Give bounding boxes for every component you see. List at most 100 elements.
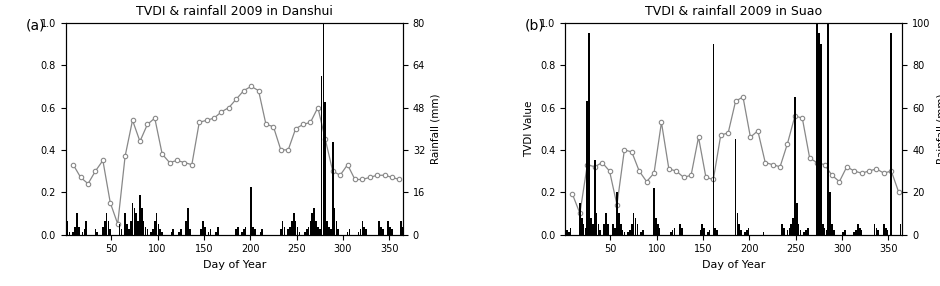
Bar bbox=[820, 44, 822, 235]
Bar bbox=[613, 224, 614, 235]
Bar bbox=[330, 229, 332, 235]
Bar bbox=[804, 233, 805, 235]
Bar bbox=[745, 230, 747, 235]
Bar bbox=[655, 218, 657, 235]
Bar bbox=[250, 187, 252, 235]
Bar bbox=[583, 224, 585, 235]
Bar bbox=[603, 224, 604, 235]
Bar bbox=[328, 227, 330, 235]
Bar bbox=[874, 224, 875, 235]
Bar bbox=[237, 227, 239, 235]
Bar bbox=[118, 224, 120, 235]
Bar bbox=[288, 229, 290, 235]
Bar bbox=[380, 227, 382, 235]
Bar bbox=[400, 221, 402, 235]
Bar bbox=[607, 224, 608, 235]
Bar bbox=[791, 224, 792, 235]
Bar bbox=[313, 208, 315, 235]
Bar bbox=[162, 232, 163, 235]
Bar bbox=[391, 229, 393, 235]
Bar bbox=[861, 230, 863, 235]
Bar bbox=[744, 233, 745, 235]
Bar bbox=[347, 232, 349, 235]
Bar bbox=[716, 230, 718, 235]
Title: TVDI & rainfall 2009 in Suao: TVDI & rainfall 2009 in Suao bbox=[645, 5, 822, 17]
Bar bbox=[160, 229, 161, 235]
Bar bbox=[703, 228, 705, 235]
Bar bbox=[171, 232, 172, 235]
Bar bbox=[334, 208, 336, 235]
Bar bbox=[76, 213, 78, 235]
Bar bbox=[105, 213, 107, 235]
Bar bbox=[713, 44, 714, 235]
Bar bbox=[901, 228, 903, 235]
X-axis label: Day of Year: Day of Year bbox=[203, 260, 266, 270]
Bar bbox=[634, 218, 636, 235]
Bar bbox=[816, 23, 818, 235]
Bar bbox=[659, 228, 661, 235]
Bar bbox=[594, 160, 596, 235]
Bar bbox=[187, 208, 189, 235]
Bar bbox=[189, 229, 191, 235]
Bar bbox=[807, 228, 808, 235]
Bar bbox=[735, 139, 736, 235]
Bar bbox=[825, 230, 827, 235]
Bar bbox=[794, 97, 796, 235]
Bar bbox=[739, 224, 740, 235]
Bar bbox=[672, 230, 673, 235]
Bar bbox=[679, 224, 681, 235]
Bar bbox=[360, 229, 361, 235]
Bar bbox=[366, 229, 367, 235]
Bar bbox=[831, 224, 833, 235]
Bar bbox=[823, 228, 825, 235]
Bar bbox=[280, 229, 282, 235]
Bar bbox=[154, 221, 156, 235]
Bar bbox=[781, 224, 783, 235]
Bar bbox=[147, 229, 149, 235]
Bar bbox=[208, 232, 210, 235]
Bar bbox=[158, 224, 159, 235]
Bar bbox=[297, 227, 298, 235]
Bar bbox=[143, 221, 145, 235]
Bar bbox=[857, 224, 859, 235]
Title: TVDI & rainfall 2009 in Danshui: TVDI & rainfall 2009 in Danshui bbox=[136, 5, 333, 17]
Bar bbox=[150, 232, 152, 235]
Bar bbox=[65, 229, 67, 235]
Bar bbox=[854, 233, 855, 235]
Bar bbox=[859, 228, 861, 235]
Bar bbox=[102, 227, 103, 235]
Bar bbox=[631, 224, 633, 235]
Text: (b): (b) bbox=[525, 19, 544, 33]
Bar bbox=[139, 195, 141, 235]
Bar bbox=[596, 213, 598, 235]
Bar bbox=[627, 233, 629, 235]
Bar bbox=[818, 33, 820, 235]
Bar bbox=[130, 221, 132, 235]
Bar bbox=[217, 227, 219, 235]
Bar bbox=[282, 221, 284, 235]
Bar bbox=[579, 203, 581, 235]
Bar bbox=[326, 221, 328, 235]
Bar bbox=[566, 230, 568, 235]
Bar bbox=[886, 230, 888, 235]
Bar bbox=[629, 230, 631, 235]
Bar bbox=[642, 230, 644, 235]
Bar bbox=[261, 229, 263, 235]
Bar bbox=[890, 33, 892, 235]
Bar bbox=[135, 213, 137, 235]
Bar bbox=[358, 232, 359, 235]
Bar bbox=[598, 224, 600, 235]
Bar bbox=[588, 33, 590, 235]
Bar bbox=[82, 232, 84, 235]
Bar bbox=[243, 229, 244, 235]
Bar bbox=[877, 230, 879, 235]
Bar bbox=[291, 221, 292, 235]
Bar bbox=[707, 233, 709, 235]
Bar bbox=[236, 229, 237, 235]
Bar bbox=[800, 230, 801, 235]
Bar bbox=[842, 233, 844, 235]
Bar bbox=[200, 229, 202, 235]
Bar bbox=[244, 227, 246, 235]
Bar bbox=[86, 221, 87, 235]
Bar bbox=[109, 229, 111, 235]
